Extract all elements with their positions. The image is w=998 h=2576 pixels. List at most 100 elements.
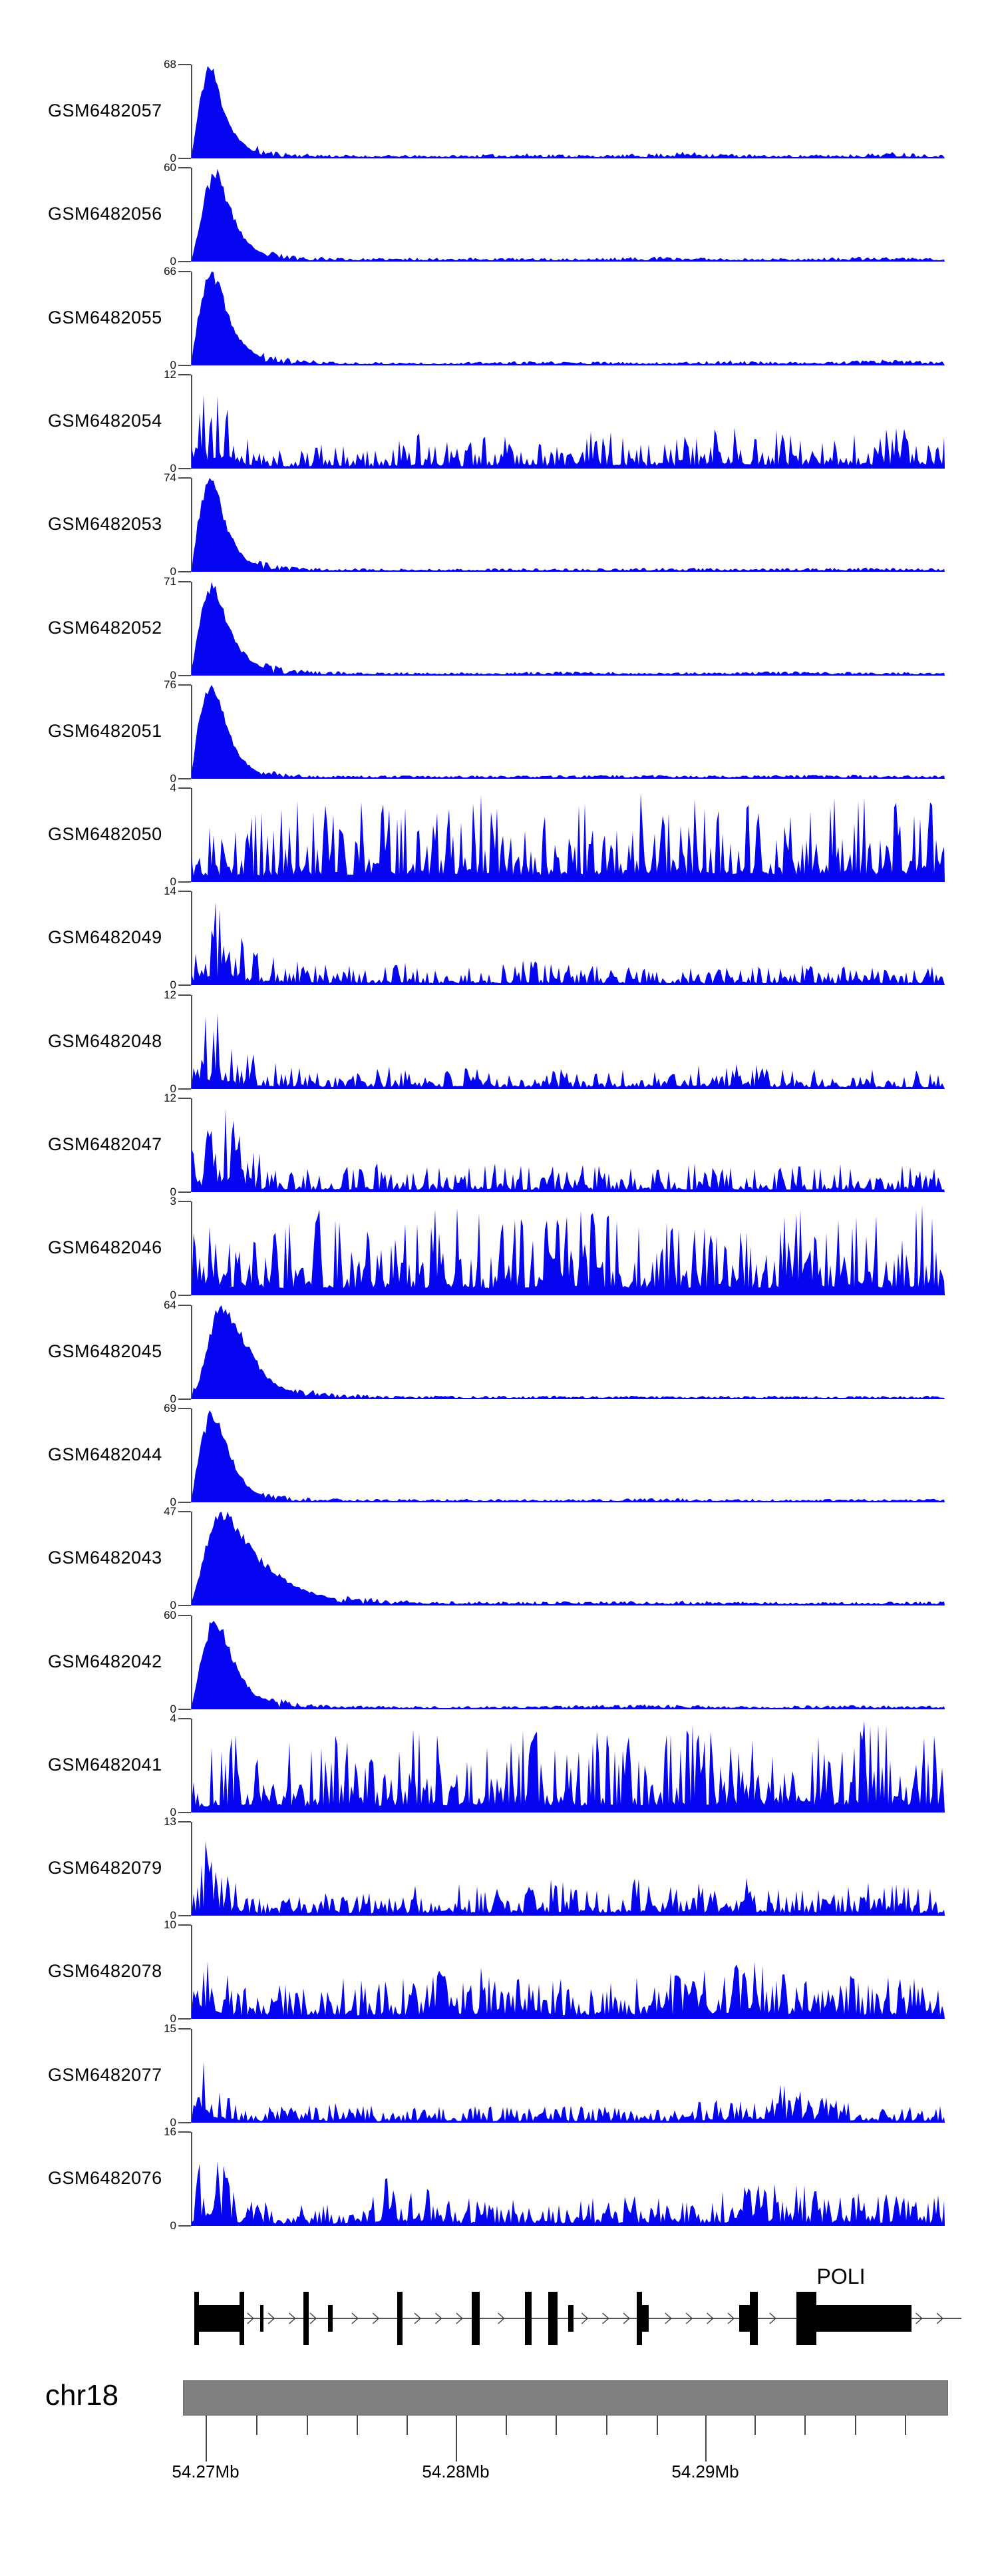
ruler-minor-tick	[606, 2416, 607, 2435]
y-axis-bottom-tick	[178, 1398, 191, 1400]
track-ymax-label: 12	[164, 367, 176, 381]
track-label: GSM6482041	[48, 1754, 162, 1775]
gene-exon	[194, 2292, 199, 2345]
strand-arrow-icon	[665, 2312, 672, 2324]
y-axis-top-tick	[178, 1821, 191, 1823]
y-axis-top-tick	[178, 1511, 191, 1513]
y-axis-top-tick	[178, 2131, 191, 2133]
strand-arrow-icon	[685, 2312, 693, 2324]
track-ymax-label: 12	[164, 1092, 176, 1104]
y-axis-top-tick	[178, 1304, 191, 1306]
ruler-minor-tick	[357, 2416, 358, 2435]
track-label: GSM6482043	[48, 1548, 162, 1568]
track-ymax-label: 13	[164, 1815, 176, 1828]
y-axis-bottom-tick	[178, 261, 191, 263]
y-axis-line	[191, 271, 192, 365]
track-zero-label: 0	[170, 1599, 176, 1612]
track-ymax-label: 4	[170, 781, 176, 795]
track-ymax-label: 76	[164, 678, 176, 691]
y-axis-line	[191, 1098, 192, 1192]
strand-arrow-icon	[414, 2312, 422, 2324]
track-zero-label: 0	[170, 1909, 176, 1922]
gene-exon	[240, 2292, 244, 2345]
track-ymax-label: 16	[164, 2125, 176, 2138]
ruler-minor-tick	[804, 2416, 806, 2435]
y-axis-line	[191, 478, 192, 572]
y-axis-line	[191, 1201, 192, 1296]
ruler-minor-tick	[407, 2416, 408, 2435]
track-ymax-label: 64	[164, 1298, 176, 1311]
signal-area-plot	[192, 66, 945, 158]
track-zero-label: 0	[170, 875, 176, 889]
signal-area-plot	[192, 478, 945, 572]
y-axis-bottom-tick	[178, 364, 191, 366]
y-axis-bottom-tick	[178, 881, 191, 883]
strand-arrow-icon	[936, 2312, 944, 2324]
ruler-minor-tick	[556, 2416, 557, 2435]
track-label: GSM6482055	[48, 307, 162, 327]
track-label: GSM6482045	[48, 1341, 162, 1361]
y-axis-bottom-tick	[178, 1915, 191, 1917]
y-axis-bottom-tick	[178, 1295, 191, 1297]
track-ymax-label: 68	[164, 58, 176, 71]
y-axis-line	[191, 374, 192, 469]
chromosome-ideogram-bar	[183, 2380, 948, 2416]
y-axis-bottom-tick	[178, 2121, 191, 2123]
track-label: GSM6482076	[48, 2168, 162, 2188]
track-zero-label: 0	[170, 978, 176, 992]
ruler-minor-tick	[307, 2416, 308, 2435]
strand-arrow-icon	[498, 2312, 505, 2324]
y-axis-bottom-tick	[178, 1605, 191, 1607]
y-axis-line	[191, 2028, 192, 2123]
track-label: GSM6482049	[48, 927, 162, 948]
y-axis-line	[191, 168, 192, 262]
signal-area-plot	[192, 1410, 945, 1502]
gene-exon	[472, 2292, 480, 2345]
track-ymax-label: 66	[164, 264, 176, 278]
y-axis-bottom-tick	[178, 1708, 191, 1710]
track-ymax-label: 71	[164, 574, 176, 588]
track-label: GSM6482048	[48, 1030, 162, 1051]
track-ymax-label: 69	[164, 1401, 176, 1414]
track-label: GSM6482053	[48, 514, 162, 535]
ruler-major-tick	[456, 2416, 457, 2462]
strand-arrow-icon	[351, 2312, 359, 2324]
ruler-minor-tick	[256, 2416, 257, 2435]
gene-exon	[739, 2305, 750, 2332]
ruler-coordinate-label: 54.28Mb	[422, 2462, 490, 2481]
track-ymax-label: 15	[164, 2022, 176, 2035]
signal-area-plot	[192, 1012, 945, 1089]
strand-arrow-icon	[581, 2312, 589, 2324]
strand-arrow-icon	[769, 2312, 776, 2324]
ruler-major-tick	[206, 2416, 207, 2462]
signal-area-plot	[192, 902, 945, 986]
track-ymax-label: 47	[164, 1505, 176, 1518]
track-label: GSM6482044	[48, 1444, 162, 1464]
track-zero-label: 0	[170, 152, 176, 164]
y-axis-bottom-tick	[178, 777, 191, 779]
gene-exon	[637, 2292, 642, 2345]
track-zero-label: 0	[170, 1392, 176, 1405]
y-axis-line	[191, 1822, 192, 1916]
y-axis-bottom-tick	[178, 674, 191, 676]
strand-arrow-icon	[727, 2312, 735, 2324]
gene-exon	[750, 2292, 758, 2345]
ruler-major-tick	[705, 2416, 707, 2462]
y-axis-top-tick	[178, 994, 191, 996]
ruler-minor-tick	[855, 2416, 856, 2435]
track-zero-label: 0	[170, 2219, 176, 2232]
y-axis-top-tick	[178, 891, 191, 893]
track-ymax-label: 10	[164, 1918, 176, 1932]
y-axis-top-tick	[178, 787, 191, 789]
track-zero-label: 0	[170, 771, 176, 785]
track-label: GSM6482078	[48, 1961, 162, 1982]
y-axis-line	[191, 1512, 192, 1606]
signal-area-plot	[192, 793, 945, 883]
y-axis-line	[191, 1718, 192, 1813]
y-axis-top-tick	[178, 580, 191, 582]
track-ymax-label: 12	[164, 988, 176, 1001]
y-axis-bottom-tick	[178, 571, 191, 573]
track-label: GSM6482057	[48, 101, 162, 120]
track-label: GSM6482077	[48, 2064, 162, 2085]
chromosome-label: chr18	[45, 2379, 119, 2412]
